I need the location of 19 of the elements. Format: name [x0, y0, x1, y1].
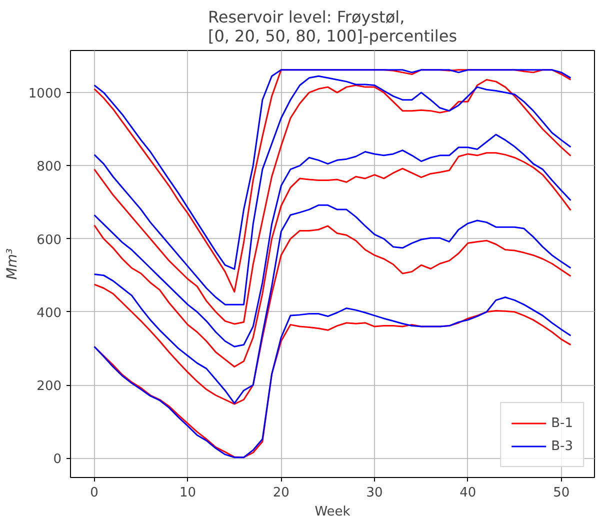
y-tick-label: 400	[36, 306, 62, 321]
y-tick-label: 1000	[28, 86, 62, 102]
legend-label: B-3	[551, 438, 573, 454]
y-tick-label: 200	[36, 379, 62, 394]
x-tick-label: 0	[90, 486, 98, 500]
x-axis-title: Week	[314, 504, 351, 520]
x-tick-label: 30	[366, 486, 383, 500]
x-tick-label: 20	[272, 486, 290, 500]
line-series	[94, 152, 572, 368]
y-tick-label: 800	[36, 160, 62, 175]
x-tick-label: 50	[553, 486, 570, 500]
y-tick-label: 600	[36, 232, 62, 248]
x-tick-label: 10	[179, 486, 196, 500]
legend-label: B-1	[551, 416, 573, 430]
line-series	[94, 134, 572, 348]
chart-title: Reservoir level: Frøystøl, [0, 20, 50, 80, 100]-percentiles	[208, 8, 458, 46]
y-axis-title: Mm³	[4, 248, 20, 280]
x-tick-label: 40	[460, 486, 476, 500]
y-tick-label: 0	[53, 452, 62, 468]
